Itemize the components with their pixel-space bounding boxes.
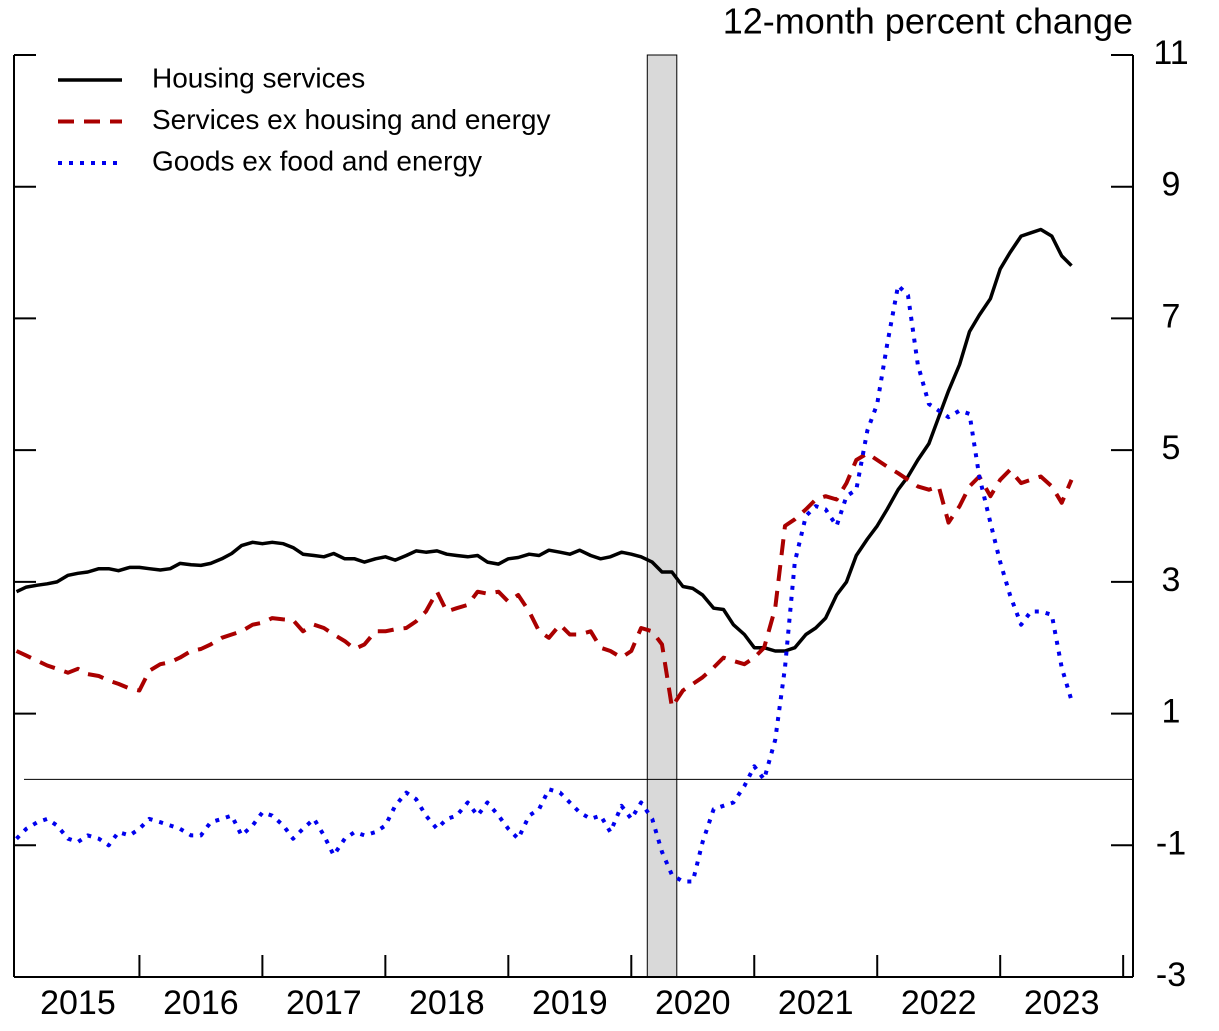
x-tick-label: 2019 xyxy=(532,984,608,1022)
chart-title: 12-month percent change xyxy=(723,1,1133,42)
legend-label: Goods ex food and energy xyxy=(152,145,482,176)
recession-shading xyxy=(646,54,678,978)
y-tick-label: 9 xyxy=(1162,166,1181,204)
y-tick-label: -1 xyxy=(1156,824,1186,862)
y-tick-label: 7 xyxy=(1162,297,1181,335)
x-tick-label: 2022 xyxy=(901,984,977,1022)
legend-label: Services ex housing and energy xyxy=(152,104,550,135)
x-tick-label: 2023 xyxy=(1024,984,1100,1022)
y-tick-label: 1 xyxy=(1162,693,1181,731)
x-tick-label: 2016 xyxy=(163,984,239,1022)
x-tick-label: 2020 xyxy=(655,984,731,1022)
x-tick-label: 2017 xyxy=(286,984,362,1022)
series-line xyxy=(15,227,1073,653)
y-tick-label: 3 xyxy=(1162,561,1181,599)
series-line xyxy=(15,451,1074,709)
legend-label: Housing services xyxy=(152,62,365,93)
x-tick-label: 2021 xyxy=(778,984,854,1022)
series-line xyxy=(15,283,1074,884)
x-tick-label: 2015 xyxy=(40,984,116,1022)
y-tick-label: 11 xyxy=(1153,34,1188,72)
y-tick-label: -3 xyxy=(1156,956,1186,994)
x-tick-label: 2018 xyxy=(409,984,485,1022)
y-tick-label: 5 xyxy=(1162,429,1181,467)
